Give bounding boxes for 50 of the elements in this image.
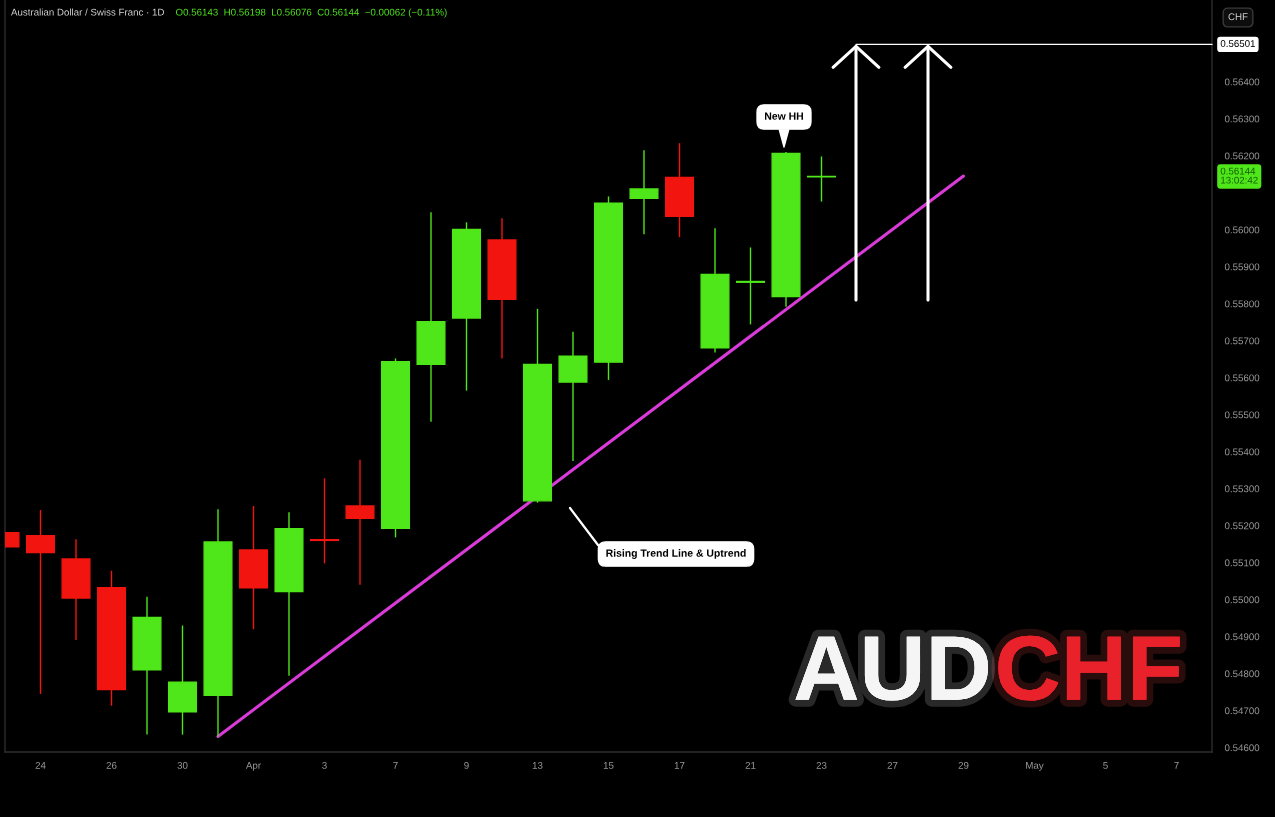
y-tick-label: 0.56000 [1224,226,1260,234]
x-tick-label: 13 [532,761,543,769]
ref-line-label: 0.56501 [1220,40,1255,47]
x-tick-label: May [1026,762,1044,771]
annotation: CHF [998,635,1180,701]
y-axis-title: CHF [1228,13,1248,21]
candlestick [25,509,56,695]
annotation: Rising Trend Line & Uptrend [606,549,746,559]
y-tick-label: 0.54700 [1224,707,1260,715]
annotation: AUD [795,636,988,701]
x-tick-label: 29 [958,761,969,769]
candlestick [806,155,837,203]
x-tick-label: 30 [177,761,188,769]
x-tick-label: 27 [887,761,898,769]
y-tick-label: 0.56200 [1224,152,1260,160]
y-tick-label: 0.55700 [1224,337,1260,345]
candlestick [345,459,375,586]
y-tick-label: 0.54800 [1224,670,1260,678]
y-tick-label: 0.55000 [1224,596,1260,604]
candlestick [629,149,659,235]
text: 0.56144 13:02:42 [1220,167,1258,184]
x-tick-label: 21 [745,761,756,769]
annotation: New HH [765,112,803,120]
y-tick-label: 0.55900 [1224,263,1260,271]
candlestick [735,246,766,326]
y-tick-label: 0.55300 [1224,485,1260,493]
y-tick-label: 0.54600 [1224,744,1260,752]
x-tick-label: 7 [1174,762,1179,769]
x-tick-label: 17 [674,762,685,769]
text: Australian Dollar / Swiss Franc · 1D [11,8,164,16]
x-tick-label: 7 [393,762,398,769]
x-tick-label: 24 [35,761,46,769]
x-tick-label: 3 [322,761,327,769]
candlestick [309,477,340,565]
x-tick-label: 23 [816,761,827,769]
x-tick-label: 9 [464,761,469,769]
x-tick-label: 15 [603,762,614,769]
y-tick-label: 0.55600 [1224,374,1260,382]
text: O0.56143 H0.56198 L0.56076 C0.56144 −0.00062 (−0.11%) [176,8,447,18]
y-tick-label: 0.55200 [1224,522,1260,530]
y-tick-label: 0.55800 [1224,300,1260,308]
y-tick-label: 0.55100 [1224,559,1260,567]
x-tick-label: 26 [106,761,117,769]
y-tick-label: 0.55500 [1224,411,1260,419]
y-tick-label: 0.54900 [1224,633,1260,641]
y-tick-label: 0.56300 [1224,115,1260,123]
x-tick-label: Apr [245,762,261,771]
y-tick-label: 0.55400 [1224,448,1260,456]
y-tick-label: 0.56400 [1224,78,1260,86]
x-tick-label: 5 [1103,762,1108,769]
